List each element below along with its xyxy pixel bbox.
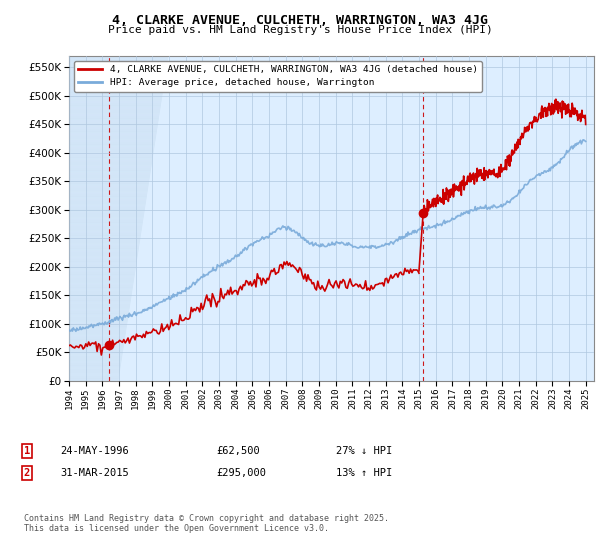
Text: 1: 1 xyxy=(24,446,30,456)
Text: 4, CLARKE AVENUE, CULCHETH, WARRINGTON, WA3 4JG: 4, CLARKE AVENUE, CULCHETH, WARRINGTON, … xyxy=(112,14,488,27)
Text: 1: 1 xyxy=(106,69,112,79)
Text: £295,000: £295,000 xyxy=(216,468,266,478)
Text: 13% ↑ HPI: 13% ↑ HPI xyxy=(336,468,392,478)
Text: Price paid vs. HM Land Registry's House Price Index (HPI): Price paid vs. HM Land Registry's House … xyxy=(107,25,493,35)
Text: Contains HM Land Registry data © Crown copyright and database right 2025.
This d: Contains HM Land Registry data © Crown c… xyxy=(24,514,389,533)
Legend: 4, CLARKE AVENUE, CULCHETH, WARRINGTON, WA3 4JG (detached house), HPI: Average p: 4, CLARKE AVENUE, CULCHETH, WARRINGTON, … xyxy=(74,60,482,92)
Text: 24-MAY-1996: 24-MAY-1996 xyxy=(60,446,129,456)
Text: 31-MAR-2015: 31-MAR-2015 xyxy=(60,468,129,478)
Text: £62,500: £62,500 xyxy=(216,446,260,456)
Text: 2: 2 xyxy=(420,69,427,79)
Text: 27% ↓ HPI: 27% ↓ HPI xyxy=(336,446,392,456)
Text: 2: 2 xyxy=(24,468,30,478)
